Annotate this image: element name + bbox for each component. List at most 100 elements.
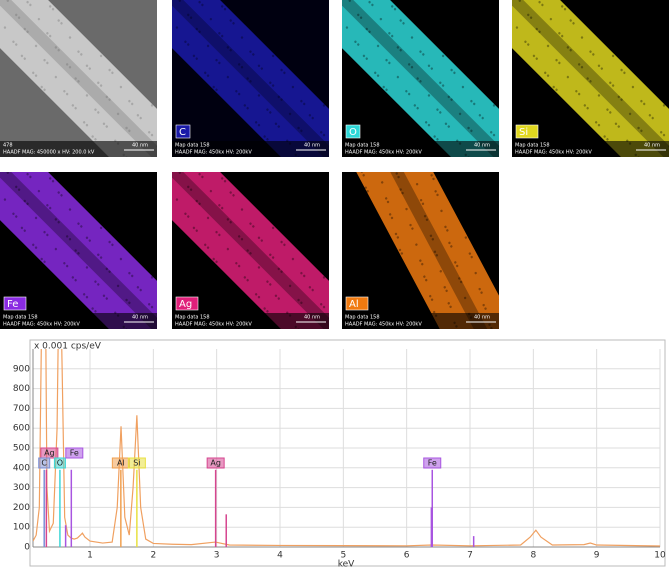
speckle <box>226 218 230 221</box>
speckle <box>221 34 224 38</box>
speckle <box>300 271 303 275</box>
speckle <box>409 223 412 227</box>
speckle <box>204 243 207 247</box>
speckle <box>527 43 530 46</box>
speckle <box>297 298 300 302</box>
speckle <box>544 71 547 75</box>
speckle <box>447 125 450 128</box>
speckle <box>198 202 201 206</box>
scale-label: 40 nm <box>304 143 320 149</box>
speckle <box>393 7 397 11</box>
speckle <box>269 253 272 256</box>
speckle <box>440 209 443 213</box>
speckle <box>139 288 142 292</box>
y-tick-label: 900 <box>13 364 30 374</box>
speckle <box>311 116 314 120</box>
speckle <box>274 294 278 297</box>
speckle <box>94 138 97 141</box>
speckle <box>23 57 26 60</box>
speckle <box>131 102 134 106</box>
speckle <box>187 185 190 189</box>
speckle <box>49 34 52 38</box>
speckle <box>614 122 618 125</box>
speckle <box>20 226 24 230</box>
speckle <box>34 216 38 220</box>
element-label-box <box>345 296 369 311</box>
element-label-box <box>3 296 27 311</box>
speckle <box>12 212 15 215</box>
x-tick-label: 2 <box>150 551 156 561</box>
speckle <box>357 43 360 46</box>
speckle <box>195 57 198 60</box>
speckle <box>322 133 326 137</box>
speckle <box>91 135 94 138</box>
speckle <box>269 283 272 286</box>
speckle <box>374 71 377 75</box>
speckle <box>368 30 371 34</box>
speckle <box>189 188 193 191</box>
speckle <box>436 108 439 111</box>
speckle <box>651 116 654 120</box>
speckle <box>60 22 63 25</box>
marker-label-box <box>423 457 442 469</box>
speckle <box>444 225 447 229</box>
marker-label: C <box>41 459 47 468</box>
speckle <box>422 53 425 56</box>
speckle <box>68 36 72 39</box>
speckle <box>46 204 49 207</box>
speckle <box>40 85 43 89</box>
speckle <box>648 114 652 117</box>
panel-info: Map data 158 <box>345 315 380 321</box>
speckle <box>34 44 38 48</box>
speckle <box>249 252 252 255</box>
speckle <box>15 43 18 46</box>
speckle <box>430 67 433 70</box>
speckle <box>195 199 198 203</box>
speckle <box>446 229 449 232</box>
speckle <box>427 123 431 127</box>
speckle <box>257 123 261 127</box>
speckle <box>51 7 55 11</box>
speckle <box>40 257 43 261</box>
speckle <box>60 194 63 197</box>
speckle <box>80 53 83 56</box>
speckle <box>529 16 533 19</box>
speckle <box>474 271 477 275</box>
speckle <box>558 61 561 65</box>
speckle <box>85 295 89 299</box>
speckle <box>254 293 258 296</box>
speckle <box>303 274 306 278</box>
speckle <box>32 71 35 75</box>
speckle <box>274 122 278 125</box>
speckle <box>97 81 100 84</box>
speckle <box>85 236 89 239</box>
speckle <box>277 267 280 271</box>
speckle <box>68 208 72 211</box>
speckle <box>63 262 66 265</box>
speckle <box>348 0 351 2</box>
speckle <box>561 5 564 8</box>
speckle <box>416 77 419 80</box>
speckle <box>611 54 615 58</box>
element-label: Fe <box>7 299 18 310</box>
speckle <box>99 54 103 58</box>
y-tick-label: 400 <box>13 463 30 473</box>
scale-label: 40 nm <box>644 143 660 149</box>
speckle <box>54 46 58 49</box>
fiber-core <box>358 172 499 329</box>
speckle <box>611 84 615 87</box>
speckle <box>376 74 380 77</box>
speckle <box>322 276 326 279</box>
speckle <box>580 65 584 69</box>
speckle <box>546 74 550 77</box>
speckle <box>23 27 26 31</box>
speckle <box>105 267 108 271</box>
speckle <box>131 274 134 278</box>
speckle <box>85 123 89 127</box>
speckle <box>263 135 266 138</box>
speckle <box>603 135 606 138</box>
